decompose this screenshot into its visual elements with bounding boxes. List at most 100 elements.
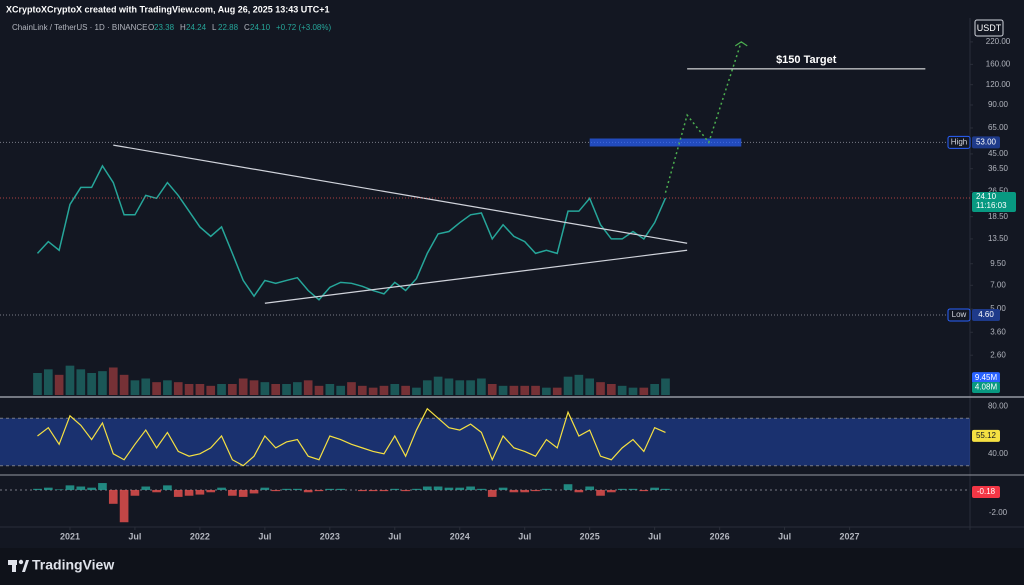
- macd-bar: [574, 489, 584, 493]
- volume-bar: [661, 378, 670, 395]
- macd-bar: [260, 487, 270, 490]
- macd-bar: [152, 489, 161, 493]
- macd-bar: [520, 489, 530, 493]
- volume-bar: [271, 384, 281, 395]
- x-tick-label: 2025: [580, 531, 600, 541]
- volume-bar: [184, 384, 194, 395]
- currency-box[interactable]: [974, 19, 1004, 37]
- macd-bar: [379, 489, 389, 492]
- volume-bar: [249, 380, 259, 395]
- volume-bar: [650, 384, 659, 395]
- volume-bar: [520, 385, 530, 395]
- volume-bar: [509, 385, 519, 395]
- macd-bar: [401, 489, 410, 492]
- volume-bar: [574, 374, 584, 395]
- ohlc-key: H: [180, 23, 186, 32]
- macd-bar: [650, 487, 659, 490]
- x-tick-label: Jul: [778, 531, 791, 541]
- macd-bar: [336, 488, 345, 490]
- macd-bar: [596, 489, 605, 496]
- y-tick-label: 36.50: [988, 164, 1009, 173]
- macd-bar: [282, 488, 291, 490]
- volume-bar: [119, 374, 129, 395]
- macd-bar: [498, 487, 508, 490]
- macd-bar: [238, 489, 248, 497]
- x-tick-label: 2024: [450, 531, 470, 541]
- macd-bar: [65, 485, 75, 490]
- y-tick-label: 2.60: [990, 350, 1006, 359]
- volume-label: 9.45M: [975, 373, 998, 382]
- high-value-box: [972, 136, 1000, 149]
- volume-bar: [498, 385, 508, 395]
- x-tick-label: 2026: [710, 531, 730, 541]
- macd-bar: [130, 489, 140, 496]
- volume-bar: [336, 385, 345, 395]
- volume-bar: [368, 387, 378, 395]
- rsi-tick-label: 40.00: [988, 449, 1009, 458]
- x-tick-label: Jul: [128, 531, 141, 541]
- ohlc-value: 23.38: [154, 23, 175, 32]
- rsi-line: [37, 407, 666, 467]
- x-tick-label: Jul: [388, 531, 401, 541]
- countdown: 11:16:03: [976, 201, 1007, 210]
- macd-bar: [455, 487, 465, 490]
- high-name: High: [951, 137, 967, 146]
- macd-bar: [119, 489, 129, 523]
- macd-bar: [195, 489, 205, 495]
- high-name-box: [947, 135, 971, 149]
- volume-bar: [87, 373, 96, 395]
- macd-bar: [661, 488, 670, 490]
- macd-bar: [412, 488, 421, 490]
- target-label: $150 Target: [776, 54, 837, 66]
- triangle-lower: [264, 249, 688, 304]
- y-tick-label: 220.00: [986, 37, 1011, 46]
- macd-bar: [43, 487, 53, 490]
- ohlc-value: 22.88: [218, 23, 239, 32]
- macd-bar: [542, 488, 551, 490]
- macd-bar: [163, 485, 172, 490]
- volume-bar: [347, 382, 356, 395]
- y-tick-label: 18.50: [988, 212, 1009, 221]
- brand: TradingView: [32, 557, 114, 573]
- x-tick-label: Jul: [648, 531, 661, 541]
- volume-bar: [130, 380, 140, 395]
- macd-bar: [87, 487, 96, 490]
- volume-bar: [98, 371, 107, 395]
- y-tick-label: 9.50: [990, 259, 1006, 268]
- logo: [8, 559, 29, 572]
- macd-bar: [531, 489, 540, 492]
- ohlc-value: 24.10: [250, 23, 271, 32]
- credit: XCryptoXCryptoX created with TradingView…: [6, 4, 330, 14]
- macd-bar: [108, 489, 118, 504]
- triangle-upper: [113, 144, 688, 244]
- volume-bar: [43, 369, 53, 395]
- volume-bar: [563, 376, 573, 395]
- macd-bar: [444, 487, 454, 490]
- currency: USDT: [977, 23, 1002, 33]
- volume-bar: [325, 384, 335, 395]
- volume-bar: [585, 378, 595, 395]
- volume-bar: [401, 385, 410, 395]
- y-tick-label: 45.00: [988, 149, 1009, 158]
- volume-bar: [195, 384, 205, 395]
- volume-bar: [639, 387, 649, 395]
- volume-bar: [542, 387, 551, 395]
- ohlc-key: O: [148, 23, 154, 32]
- last-price-box: [972, 192, 1016, 213]
- macd-bar: [314, 489, 324, 492]
- macd-bar: [206, 489, 216, 493]
- y-tick-label: 3.60: [990, 327, 1006, 336]
- macd-bar: [487, 489, 497, 497]
- volume-bar: [282, 384, 291, 395]
- last-price: 24.10: [976, 192, 997, 201]
- volume-bar: [487, 384, 497, 395]
- rsi-last: 55.12: [976, 431, 997, 440]
- volume-bar: [596, 382, 605, 395]
- target-zone: [589, 138, 742, 147]
- volume-bar: [173, 382, 183, 395]
- volume-bar: [455, 380, 465, 395]
- low-value: 4.60: [978, 310, 994, 319]
- volume-bar: [412, 387, 421, 395]
